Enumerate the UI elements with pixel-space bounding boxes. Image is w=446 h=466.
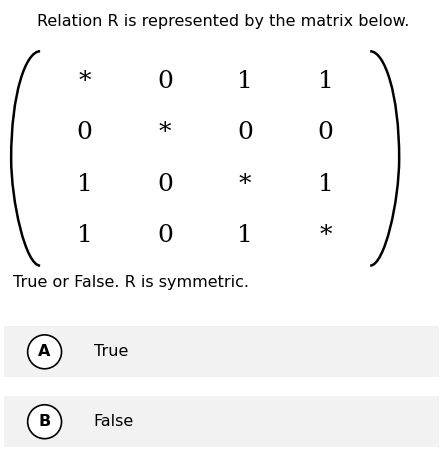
Text: A: A [38,344,51,359]
Text: 1: 1 [77,172,93,196]
Text: 1: 1 [237,224,253,247]
Text: *: * [159,121,171,144]
Text: *: * [78,70,91,93]
Text: 0: 0 [237,121,253,144]
Text: True or False. R is symmetric.: True or False. R is symmetric. [13,275,249,290]
Text: 0: 0 [77,121,93,144]
Text: True: True [94,344,128,359]
Text: Relation R is represented by the matrix below.: Relation R is represented by the matrix … [37,14,409,29]
Text: False: False [94,414,134,429]
Text: *: * [319,224,332,247]
Text: 0: 0 [157,224,173,247]
Text: B: B [38,414,51,429]
Ellipse shape [28,405,62,439]
Text: 1: 1 [237,70,253,93]
Text: 0: 0 [157,70,173,93]
Text: 1: 1 [318,172,334,196]
FancyBboxPatch shape [4,396,439,447]
Text: 1: 1 [318,70,334,93]
FancyBboxPatch shape [4,326,439,377]
Text: 1: 1 [77,224,93,247]
Ellipse shape [28,335,62,369]
Text: 0: 0 [157,172,173,196]
Text: *: * [239,172,252,196]
Text: 0: 0 [318,121,334,144]
